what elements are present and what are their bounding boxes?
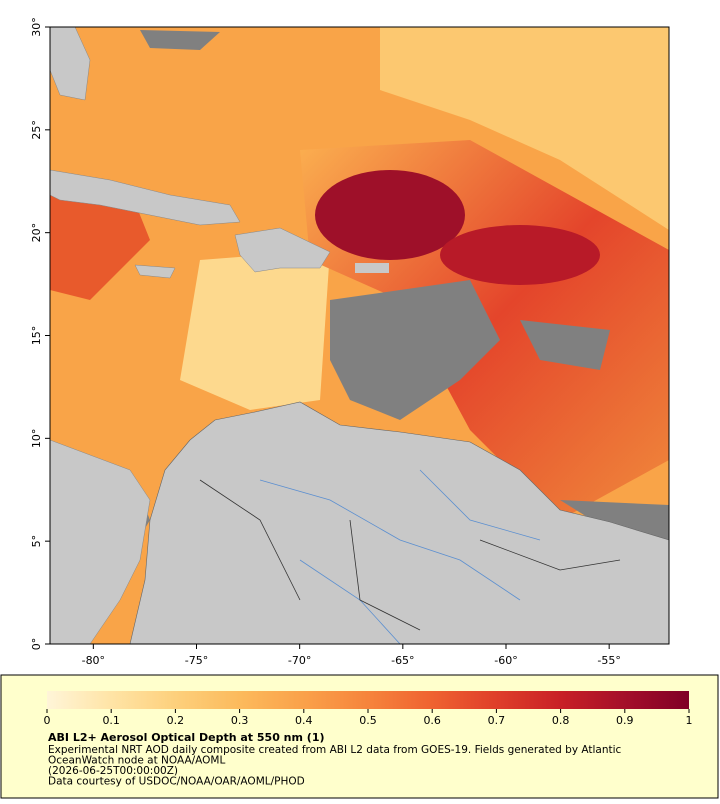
land <box>50 169 241 226</box>
map <box>50 27 669 644</box>
colorbar-tick-label: 0.8 <box>552 714 570 727</box>
colorbar-tick-label: 0.2 <box>167 714 185 727</box>
colorbar-tick-label: 0.9 <box>616 714 634 727</box>
no-data <box>520 320 610 370</box>
legend-line: Experimental NRT AOD daily composite cre… <box>48 744 622 756</box>
land <box>234 227 331 273</box>
no-data <box>560 500 669 540</box>
legend-line: OceanWatch node at NOAA/AOML <box>48 755 225 767</box>
no-data <box>330 280 500 420</box>
lat-tick-label: 15° <box>30 326 43 346</box>
lat-tick-label: 30° <box>30 17 43 37</box>
land <box>134 264 176 279</box>
aod-field <box>315 170 465 260</box>
lat-tick-label: 25° <box>30 120 43 140</box>
aod-field <box>180 250 330 410</box>
lon-tick-label: -75° <box>185 654 208 667</box>
lon-tick-label: -65° <box>391 654 414 667</box>
no-data <box>140 30 220 50</box>
colorbar-tick-label: 0.5 <box>359 714 377 727</box>
colorbar-tick-label: 1 <box>686 714 693 727</box>
colorbar-tick-label: 0 <box>44 714 51 727</box>
lat-tick-label: 0° <box>30 638 43 651</box>
colorbar-tick-label: 0.7 <box>488 714 506 727</box>
legend-line: (2026-06-25T00:00:00Z) <box>48 765 178 777</box>
land <box>50 439 151 644</box>
border <box>199 479 621 631</box>
colorbar-tick-label: 0.6 <box>423 714 441 727</box>
aod-field <box>440 225 600 285</box>
lon-tick-label: -80° <box>82 654 105 667</box>
lon-tick-label: -55° <box>597 654 620 667</box>
colorbar <box>47 691 689 709</box>
lon-tick-label: -60° <box>494 654 517 667</box>
land <box>50 27 91 101</box>
aod-field <box>380 27 669 230</box>
colorbar-tick-label: 0.3 <box>231 714 249 727</box>
lon-tick-label: -70° <box>288 654 311 667</box>
legend-title: ABI L2+ Aerosol Optical Depth at 550 nm … <box>48 731 325 744</box>
land <box>355 263 389 273</box>
lat-tick-label: 5° <box>30 535 43 548</box>
lat-tick-label: 20° <box>30 223 43 243</box>
land <box>129 401 669 644</box>
legend-line: Data courtesy of USDOC/NOAA/OAR/AOML/PHO… <box>48 776 305 788</box>
colorbar-tick-label: 0.4 <box>295 714 313 727</box>
lat-tick-label: 10° <box>30 429 43 449</box>
colorbar-tick-label: 0.1 <box>102 714 120 727</box>
